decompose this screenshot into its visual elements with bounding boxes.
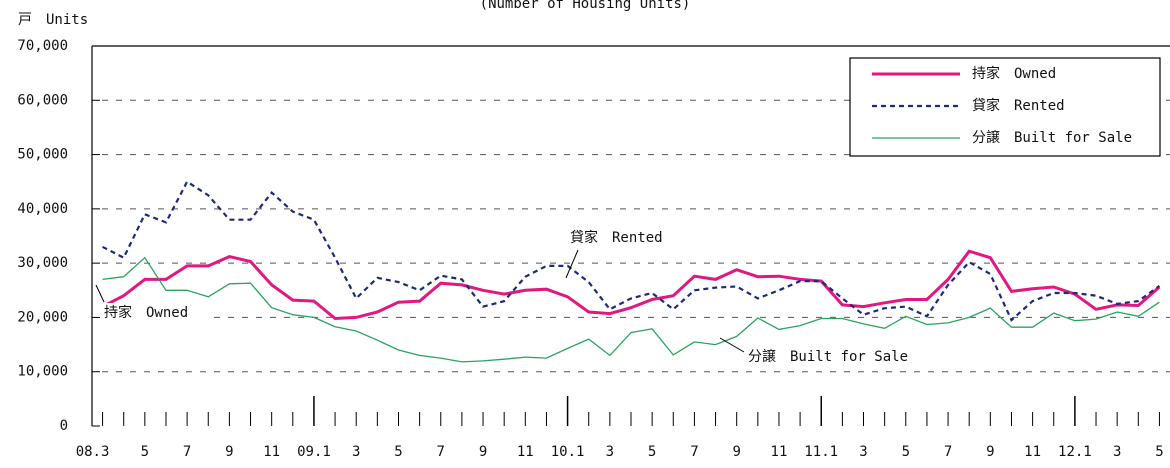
x-tick-label: 5 xyxy=(1155,444,1163,460)
x-tick-label: 9 xyxy=(225,444,233,460)
x-tick-label: 9 xyxy=(986,444,994,460)
x-tick-label: 08.3 xyxy=(76,444,110,460)
annotation: 貸家 Rented xyxy=(570,229,663,246)
annotation-bg xyxy=(566,228,683,248)
x-tick-label: 12.1 xyxy=(1058,444,1092,460)
annotation-bg xyxy=(100,303,208,323)
annotation: 持家 Owned xyxy=(104,304,188,321)
x-tick-label: 11 xyxy=(263,444,280,460)
y-unit-label: 戸 Units xyxy=(18,12,88,28)
y-tick-label: 0 xyxy=(60,418,68,434)
y-tick-label: 50,000 xyxy=(17,147,68,163)
x-tick-label: 9 xyxy=(479,444,487,460)
legend-label: 貸家 Rented xyxy=(972,97,1065,114)
x-tick-label: 11 xyxy=(1024,444,1041,460)
x-tick-label: 7 xyxy=(437,444,445,460)
annotation: 分譲 Built for Sale xyxy=(748,349,908,365)
x-tick-label: 3 xyxy=(859,444,867,460)
x-tick-label: 7 xyxy=(183,444,191,460)
series-line xyxy=(101,249,1161,321)
x-tick-label: 10.1 xyxy=(551,444,585,460)
legend-label: 持家 Owned xyxy=(972,65,1056,82)
y-tick-label: 30,000 xyxy=(17,255,68,271)
x-tick-label: 11 xyxy=(517,444,534,460)
annotation-leader xyxy=(719,337,745,353)
legend-label: 分譲 Built for Sale xyxy=(972,130,1132,146)
y-tick-label: 40,000 xyxy=(17,201,68,217)
x-tick-label: 3 xyxy=(1113,444,1121,460)
y-tick-label: 70,000 xyxy=(17,38,68,54)
x-tick-label: 3 xyxy=(352,444,360,460)
chart-title: (Number of Housing Units) xyxy=(480,0,691,12)
series-line xyxy=(102,180,1161,322)
x-tick-label: 5 xyxy=(141,444,149,460)
x-tick-label: 7 xyxy=(690,444,698,460)
x-tick-label: 9 xyxy=(732,444,740,460)
annotation-leader xyxy=(565,249,579,279)
x-tick-label: 09.1 xyxy=(297,444,331,460)
annotation-leader xyxy=(95,284,105,303)
x-tick-label: 5 xyxy=(394,444,402,460)
y-tick-label: 20,000 xyxy=(17,309,68,325)
annotation-bg xyxy=(744,347,933,367)
series-line xyxy=(102,256,1160,363)
x-tick-label: 11.1 xyxy=(804,444,838,460)
x-tick-label: 5 xyxy=(648,444,656,460)
x-tick-label: 11 xyxy=(771,444,788,460)
x-tick-label: 5 xyxy=(902,444,910,460)
x-tick-label: 7 xyxy=(944,444,952,460)
x-tick-label: 3 xyxy=(606,444,614,460)
y-tick-label: 10,000 xyxy=(17,364,68,380)
y-tick-label: 60,000 xyxy=(17,92,68,108)
